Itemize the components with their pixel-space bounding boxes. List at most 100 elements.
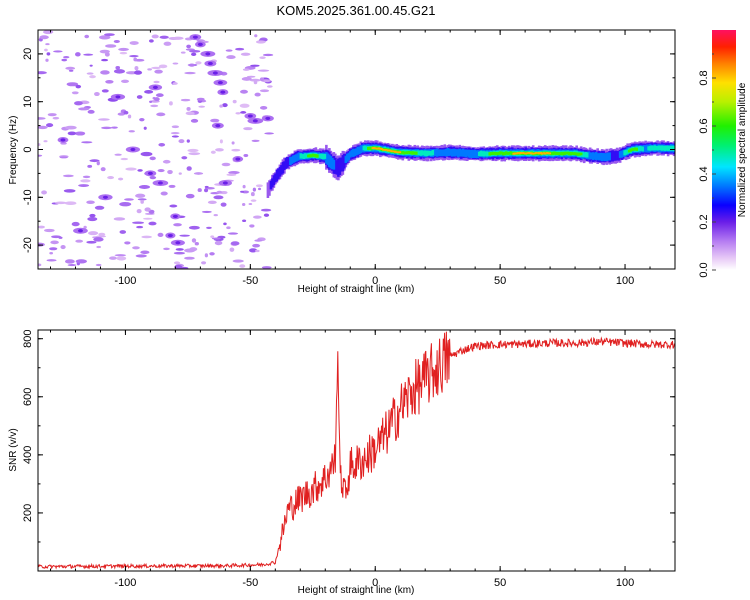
ridge-cell — [615, 151, 619, 161]
noise-speck — [120, 157, 129, 161]
ridge-cell — [314, 154, 318, 158]
x-tick-label: -50 — [242, 577, 258, 589]
noise-speck — [254, 239, 263, 242]
ridge-cell — [635, 147, 638, 151]
noise-speck — [115, 66, 121, 70]
noise-speck — [113, 69, 126, 74]
noise-speck — [241, 77, 252, 81]
ridge-cell — [338, 157, 342, 176]
ridge-cell — [416, 150, 420, 156]
noise-speck — [77, 229, 83, 233]
noise-speck — [138, 185, 151, 189]
ridge-cell — [447, 148, 451, 156]
noise-speck — [132, 221, 145, 224]
ridge-cell — [551, 151, 554, 156]
ridge-cell — [618, 151, 622, 158]
ridge-cell — [458, 148, 462, 157]
noise-speck — [65, 66, 76, 70]
noise-speck — [255, 40, 266, 44]
noise-speck — [96, 235, 107, 238]
ridge-cell — [334, 157, 337, 174]
noise-speck — [81, 141, 93, 144]
ridge-cell — [353, 149, 357, 156]
noise-speck — [232, 99, 237, 104]
ridge-cell — [662, 145, 665, 151]
noise-speck — [99, 35, 111, 40]
ridge-cell — [453, 148, 457, 157]
noise-speck — [149, 156, 156, 161]
noise-speck — [115, 95, 121, 99]
noise-speck — [243, 154, 249, 158]
noise-speck — [59, 156, 68, 159]
ridge-cell — [386, 149, 390, 152]
noise-speck — [148, 39, 154, 43]
ridge-cell — [497, 151, 501, 155]
noise-speck — [252, 215, 262, 219]
ridge-cell — [275, 169, 279, 182]
noise-speck — [217, 80, 223, 85]
noise-speck — [136, 95, 143, 99]
noise-speck — [172, 214, 178, 219]
noise-speck — [262, 53, 274, 57]
noise-speck — [124, 241, 131, 245]
ridge-cell — [322, 153, 325, 160]
noise-speck — [196, 97, 205, 101]
noise-speck — [168, 184, 176, 188]
ridge-cell — [653, 145, 656, 151]
noise-speck — [264, 132, 274, 135]
noise-speck — [96, 245, 101, 249]
noise-speck — [96, 160, 100, 166]
ridge-cell — [440, 149, 444, 157]
noise-speck — [191, 52, 197, 57]
noise-speck — [129, 55, 139, 58]
noise-speck — [167, 169, 173, 175]
noise-speck — [75, 52, 81, 57]
noise-speck — [71, 221, 80, 227]
noise-speck — [235, 157, 241, 161]
noise-speck — [255, 249, 260, 253]
noise-speck — [45, 43, 50, 46]
noise-speck — [188, 152, 201, 156]
noise-speck — [119, 51, 128, 55]
ridge-cell — [368, 146, 372, 151]
noise-speck — [249, 248, 258, 253]
noise-speck — [252, 243, 261, 248]
ridge-cell — [452, 148, 456, 157]
ridge-cell — [278, 166, 282, 177]
y-tick-label: 20 — [22, 48, 34, 60]
ridge-cell — [560, 151, 563, 156]
noise-speck — [86, 72, 94, 75]
ridge-cell — [570, 152, 574, 155]
ridge-cell — [343, 153, 346, 169]
noise-speck — [220, 90, 226, 94]
spectrogram-x-ticks: -100 -50 0 50 100 — [49, 30, 676, 287]
ridge-cell — [542, 152, 546, 154]
noise-speck — [241, 202, 246, 206]
ridge-cell — [455, 149, 459, 156]
ridge-cell — [566, 151, 569, 155]
noise-speck — [125, 167, 137, 171]
noise-speck — [68, 69, 74, 72]
ridge-cell — [485, 151, 489, 157]
ridge-cell — [287, 157, 291, 167]
ridge-cell — [579, 152, 583, 156]
ridge-cell — [446, 148, 450, 157]
noise-speck — [119, 201, 132, 207]
noise-speck — [213, 195, 224, 200]
ridge-cell — [344, 155, 348, 164]
noise-speck — [133, 57, 138, 62]
ridge-cell — [524, 152, 528, 155]
ridge-cell — [558, 152, 562, 156]
ridge-cell — [323, 153, 327, 159]
ridge-cell — [609, 150, 613, 162]
ridge-cell — [507, 151, 511, 155]
ridge-cell — [605, 153, 608, 162]
ridge-cell — [271, 178, 274, 188]
noise-speck — [226, 55, 236, 60]
noise-speck — [78, 184, 90, 187]
noise-speck — [41, 190, 47, 195]
noise-speck — [221, 162, 231, 167]
x-tick-label: 0 — [372, 275, 378, 287]
noise-speck — [159, 35, 169, 39]
